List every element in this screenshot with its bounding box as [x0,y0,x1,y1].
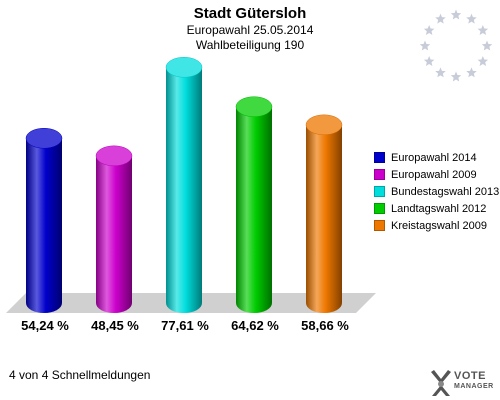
legend-label-5: Kreistagswahl 2009 [391,219,488,232]
value-label-2: 48,45 % [91,318,139,333]
vote-manager-logo[interactable]: VOTE MANAGER [428,366,500,400]
bar-4 [235,96,273,313]
chart-title: Stadt Gütersloh [193,5,307,22]
bar-body-1 [26,138,62,313]
legend-item-2: Europawahl 2009 [374,166,499,183]
eu-star-icon [450,71,462,82]
legend-swatch-3 [374,186,385,197]
bar-1 [25,127,63,313]
chart-subtitle-turnout: Wahlbeteiligung 190 [195,38,305,52]
vote-manager-mark-icon [431,370,451,396]
legend-label-4: Landtagswahl 2012 [391,202,487,215]
value-label-1: 54,24 % [21,318,69,333]
bar-5 [305,114,343,313]
chart-subtitle: Europawahl 25.05.2014 [186,23,314,37]
legend-item-1: Europawahl 2014 [374,149,499,166]
eu-star-icon [450,9,462,20]
eu-star-icon [423,56,435,66]
chart-title-block: Stadt Gütersloh Europawahl 25.05.2014 Wa… [0,4,500,53]
legend-item-3: Bundestagswahl 2013 [374,183,499,200]
bar-top-1 [25,127,63,149]
legend-label-2: Europawahl 2009 [391,168,477,181]
bar-body-5 [306,124,342,313]
bar-top-4 [235,96,273,117]
logo-text-manager: MANAGER [454,383,494,390]
legend-label-3: Bundestagswahl 2013 [391,185,500,198]
eu-stars-icon [419,9,493,82]
eu-star-icon [477,56,489,66]
legend-label-1: Europawahl 2014 [391,151,477,164]
bar-body-2 [96,155,132,313]
bar-body-4 [236,106,272,313]
bar-top-2 [95,145,133,167]
legend-item-5: Kreistagswahl 2009 [374,217,499,234]
eu-star-icon [435,13,446,24]
value-label-4: 64,62 % [231,318,279,333]
bars-group [25,57,343,313]
bar-top-3 [165,57,203,78]
legend-swatch-2 [374,169,385,180]
logo-text-vote: VOTE [454,370,486,382]
bar-3 [165,57,203,313]
bar-top-5 [305,114,343,136]
footer-status: 4 von 4 Schnellmeldungen [9,368,151,382]
legend-swatch-5 [374,220,385,231]
eu-star-icon [423,25,435,35]
legend-swatch-4 [374,203,385,214]
value-label-5: 58,66 % [301,318,349,333]
eu-star-icon [435,67,446,78]
bar-body-3 [166,67,202,313]
eu-star-icon [466,67,477,78]
eu-star-icon [477,25,489,35]
chart-legend: Europawahl 2014 Europawahl 2009 Bundesta… [374,149,499,234]
legend-item-4: Landtagswahl 2012 [374,200,499,217]
value-label-3: 77,61 % [161,318,209,333]
legend-swatch-1 [374,152,385,163]
bar-2 [95,145,133,313]
eu-star-icon [481,40,493,51]
eu-star-icon [419,40,431,51]
eu-star-icon [466,13,477,24]
